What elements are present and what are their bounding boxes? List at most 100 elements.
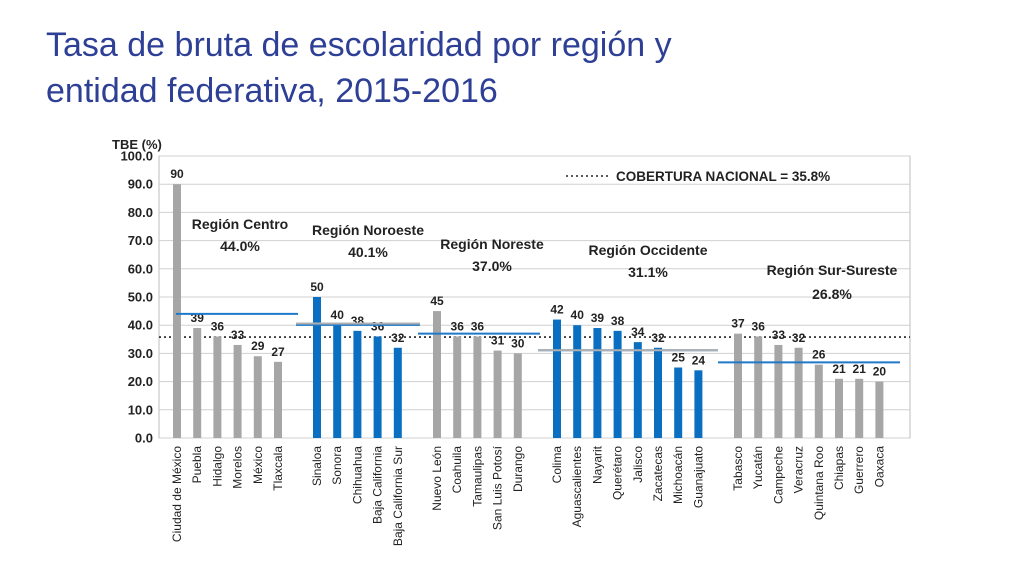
y-tick-label: 60.0 — [128, 261, 153, 276]
bar — [353, 330, 362, 438]
y-tick-label: 10.0 — [128, 402, 153, 417]
bar-value-label: 26 — [812, 348, 826, 362]
bar — [774, 344, 783, 438]
bar — [835, 378, 843, 438]
bar — [875, 381, 884, 438]
x-category-label: Guerrero — [852, 446, 866, 494]
x-category-label: Coahuila — [450, 446, 464, 494]
bar — [593, 328, 602, 438]
x-category-label: Tlaxcala — [271, 446, 285, 491]
y-tick-label: 30.0 — [128, 346, 153, 361]
national-coverage-label: COBERTURA NACIONAL = 35.8% — [616, 169, 830, 184]
x-category-label: Zacatecas — [651, 446, 665, 501]
region-average-label: 40.1% — [348, 244, 388, 260]
bar — [513, 353, 522, 438]
region-name-label: Región Occidente — [588, 242, 707, 258]
x-category-label: Michoacán — [671, 446, 685, 504]
y-axis-label: TBE (%) — [112, 137, 162, 152]
bar-value-label: 24 — [692, 353, 706, 367]
x-category-label: Veracruz — [792, 446, 806, 493]
bar — [694, 370, 703, 438]
x-category-label: Jalisco — [631, 446, 645, 483]
page-title: Tasa de bruta de escolaridad por región … — [46, 22, 946, 114]
bar-value-label: 36 — [211, 319, 225, 333]
bar — [754, 336, 763, 438]
x-category-label: Ciudad de México — [170, 446, 184, 542]
bar-value-label: 32 — [792, 331, 806, 345]
bar — [233, 344, 242, 438]
x-category-label: Guanajuato — [691, 446, 705, 508]
bar-value-label: 25 — [672, 351, 686, 365]
x-category-label: Campeche — [771, 446, 785, 504]
bar — [493, 350, 502, 438]
bar-value-label: 38 — [611, 314, 625, 328]
bar — [373, 336, 382, 438]
bar — [193, 328, 202, 438]
region-average-label: 37.0% — [472, 258, 512, 274]
bar-value-label: 29 — [251, 339, 265, 353]
bar-value-label: 50 — [310, 280, 324, 294]
region-name-label: Región Sur-Sureste — [767, 262, 898, 278]
y-tick-label: 70.0 — [128, 233, 153, 248]
x-category-label: Yucatán — [751, 446, 765, 489]
x-category-label: Chiapas — [832, 446, 846, 490]
bar-value-label: 34 — [631, 325, 645, 339]
bar — [213, 336, 222, 438]
bar-value-label: 32 — [651, 331, 665, 345]
bar-value-label: 21 — [853, 362, 867, 376]
bar — [734, 333, 742, 438]
bar — [633, 342, 642, 438]
x-category-label: Sinaloa — [310, 446, 324, 486]
x-category-label: Quintana Roo — [812, 446, 826, 520]
x-category-label: Sonora — [330, 446, 344, 485]
bar — [794, 347, 803, 438]
bar — [433, 311, 441, 438]
bar-value-label: 32 — [391, 331, 405, 345]
bar-value-label: 37 — [731, 317, 745, 331]
bar — [313, 297, 321, 438]
region-average-label: 26.8% — [812, 286, 852, 302]
bar-value-label: 31 — [491, 334, 505, 348]
x-category-label: Tabasco — [731, 446, 745, 491]
y-tick-label: 80.0 — [128, 205, 153, 220]
bar-value-label: 21 — [832, 362, 846, 376]
x-category-label: Hidalgo — [210, 446, 224, 487]
bar — [553, 319, 561, 438]
bar-value-label: 27 — [271, 345, 285, 359]
x-category-label: Baja California — [371, 446, 385, 524]
region-name-label: Región Centro — [192, 216, 288, 232]
bar — [393, 347, 402, 438]
x-category-label: Nayarit — [590, 445, 604, 484]
bar — [473, 336, 482, 438]
bar-value-label: 36 — [451, 319, 465, 333]
bar — [253, 356, 262, 438]
y-tick-label: 0.0 — [135, 431, 153, 446]
x-category-label: Querétaro — [611, 446, 625, 500]
x-category-label: San Luis Potosí — [491, 445, 505, 530]
x-category-label: Baja California Sur — [391, 446, 405, 546]
x-category-label: Oaxaca — [872, 446, 886, 488]
bar-value-label: 36 — [752, 319, 766, 333]
region-name-label: Región Noroeste — [312, 222, 424, 238]
y-tick-label: 100.0 — [120, 149, 153, 164]
bar — [814, 364, 823, 438]
y-tick-label: 40.0 — [128, 318, 153, 333]
bar — [613, 330, 622, 438]
y-tick-label: 20.0 — [128, 374, 153, 389]
title-line-2: entidad federativa, 2015-2016 — [46, 72, 498, 110]
x-category-label: México — [251, 446, 265, 484]
bar-value-label: 20 — [873, 365, 887, 379]
x-category-label: Chihuahua — [350, 446, 364, 504]
title-line-1: Tasa de bruta de escolaridad por región … — [46, 26, 672, 64]
bar-value-label: 40 — [331, 308, 345, 322]
x-category-label: Aguascalientes — [570, 446, 584, 527]
region-name-label: Región Noreste — [440, 236, 544, 252]
bar-value-label: 36 — [471, 319, 485, 333]
bar-value-label: 33 — [772, 328, 786, 342]
bar — [674, 367, 683, 438]
bar — [274, 361, 282, 438]
x-category-label: Nuevo León — [430, 446, 444, 511]
bar — [333, 325, 342, 438]
bar-value-label: 36 — [371, 319, 385, 333]
